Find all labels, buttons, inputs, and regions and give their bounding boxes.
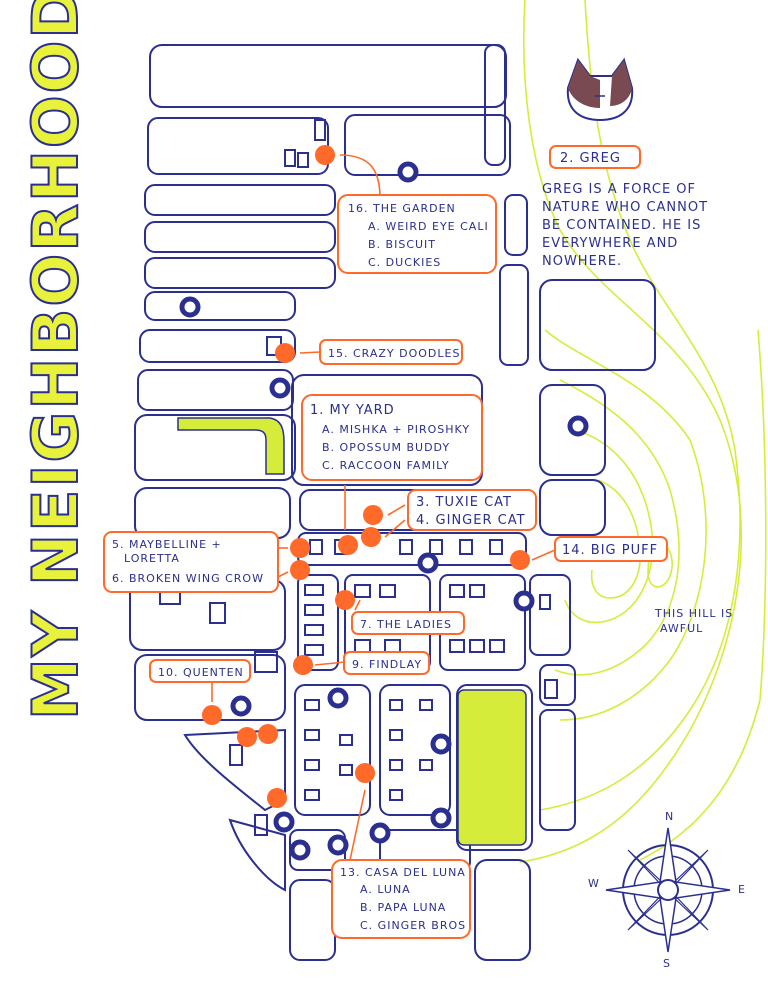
highlighted-areas (177, 417, 527, 846)
compass-w: W (588, 877, 600, 890)
myyard-item-a: A. MISHKA + PIROSHKY (322, 423, 470, 436)
greg-desc-5: NOWHERE. (542, 254, 622, 269)
quenten-label: 10. QUENTEN (158, 666, 244, 679)
findlay-callout: 9. FINDLAY (343, 651, 430, 675)
maybelline-line-3: 6. BROKEN WING CROW (112, 572, 264, 585)
maybelline-callout: 5. MAYBELLINE + LORETTA 6. BROKEN WING C… (103, 531, 279, 593)
greg-desc-4: EVERYWHERE AND (542, 236, 678, 251)
greg-callout: 2. GREG GREG IS A FORCE OF NATURE WHO CA… (542, 57, 708, 269)
greg-desc-3: BE CONTAINED. HE IS (542, 218, 701, 233)
maybelline-line-1: 5. MAYBELLINE + (112, 538, 222, 551)
ladies-callout: 7. THE LADIES (351, 611, 465, 635)
map-title: MY NEIGHBORHOOD (19, 0, 92, 720)
myyard-item-b: B. OPOSSUM BUDDY (322, 441, 450, 454)
garden-item-a: A. WEIRD EYE CALI (368, 220, 489, 233)
doodles-callout: 15. CRAZY DOODLES (319, 339, 463, 365)
tuxie-callout: 3. TUXIE CAT 4. GINGER CAT (407, 489, 537, 531)
myyard-title: 1. MY YARD (310, 403, 395, 418)
ginger-label: 4. GINGER CAT (416, 513, 526, 528)
bigpuff-callout: 14. BIG PUFF (554, 536, 668, 562)
myyard-callout: 1. MY YARD A. MISHKA + PIROSHKY B. OPOSS… (301, 394, 483, 481)
houses (159, 119, 558, 836)
hill-contours (519, 0, 767, 863)
compass-e: E (738, 883, 746, 896)
ring-markers (179, 161, 589, 861)
casa-item-c: C. GINGER BROS (360, 919, 466, 932)
doodles-label: 15. CRAZY DOODLES (328, 347, 460, 360)
findlay-label: 9. FINDLAY (352, 658, 422, 671)
garden-item-b: B. BISCUIT (368, 238, 436, 251)
quenten-callout: 10. QUENTEN (149, 659, 251, 683)
myyard-item-c: C. RACCOON FAMILY (322, 459, 450, 472)
garden-title: 16. THE GARDEN (348, 202, 456, 215)
ladies-label: 7. THE LADIES (360, 618, 452, 631)
garden-callout: 16. THE GARDEN A. WEIRD EYE CALI B. BISC… (337, 194, 497, 274)
compass-n: N (665, 810, 674, 823)
casa-title: 13. CASA DEL LUNA (340, 866, 466, 879)
greg-desc-1: GREG IS A FORCE OF (542, 182, 696, 197)
compass-rose: N S E W (588, 810, 746, 970)
city-blocks (129, 44, 656, 961)
casa-item-b: B. PAPA LUNA (360, 901, 446, 914)
tuxie-label: 3. TUXIE CAT (416, 495, 512, 510)
hill-note-1: THIS HILL IS (654, 607, 733, 620)
hill-note-2: AWFUL (660, 622, 703, 635)
greg-desc-2: NATURE WHO CANNOT (542, 200, 708, 215)
bigpuff-label: 14. BIG PUFF (562, 543, 658, 558)
pet-pins (202, 145, 530, 808)
maybelline-line-2: LORETTA (124, 552, 180, 565)
garden-item-c: C. DUCKIES (368, 256, 441, 269)
greg-label: 2. GREG (560, 151, 621, 166)
casa-item-a: A. LUNA (360, 883, 411, 896)
casa-callout: 13. CASA DEL LUNA A. LUNA B. PAPA LUNA C… (331, 859, 471, 939)
compass-s: S (663, 957, 671, 970)
